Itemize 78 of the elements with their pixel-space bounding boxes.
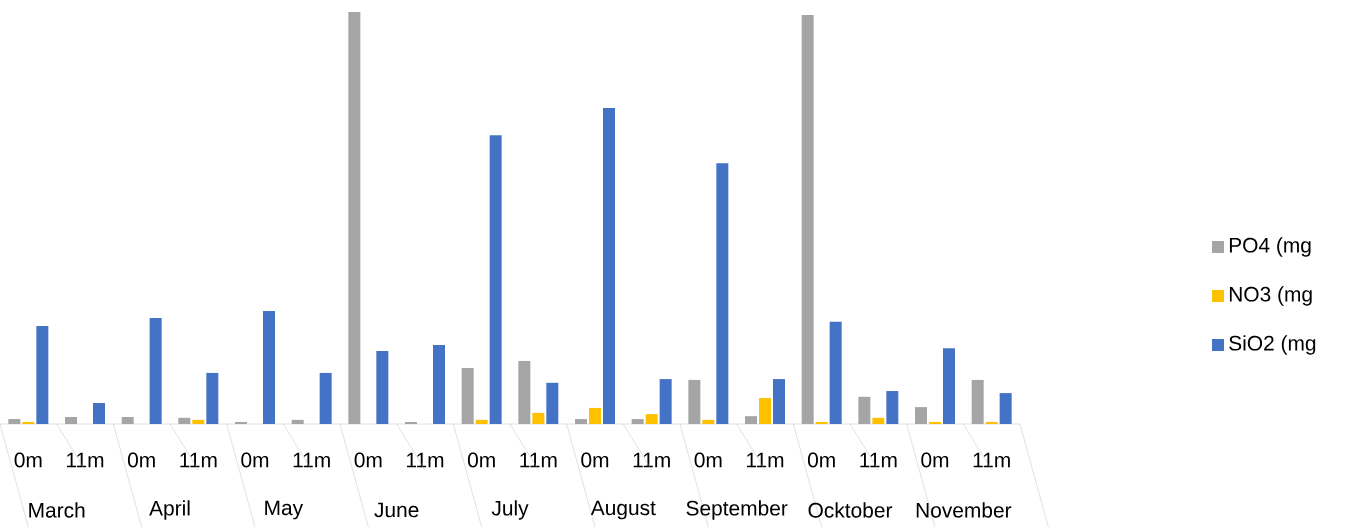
bar <box>929 421 941 424</box>
legend-label: SiO2 (mg <box>1229 335 1316 355</box>
bar <box>433 344 445 424</box>
x-tick-label: 0m <box>807 452 835 468</box>
bar <box>8 419 21 424</box>
x-tick-label: 11m <box>747 452 784 468</box>
x-tick-label: 11m <box>67 452 104 468</box>
x-tick-label: 0m <box>14 452 42 468</box>
x-tick-label: 11m <box>860 452 897 468</box>
bar <box>475 419 488 424</box>
bar <box>801 14 814 424</box>
x-tick-label: 11m <box>180 452 217 468</box>
bar <box>235 421 248 424</box>
text: March <box>29 502 85 518</box>
bar <box>489 135 502 424</box>
x-tick-label: 0m <box>354 452 382 468</box>
x-tick-label: 11m <box>973 452 1010 468</box>
text: November <box>916 502 1012 518</box>
bar <box>291 419 304 424</box>
bar <box>65 417 78 424</box>
bar <box>92 402 105 424</box>
bar <box>659 379 672 424</box>
bar <box>575 419 588 424</box>
x-tick-label: 0m <box>921 452 949 468</box>
x-tick-label: 11m <box>633 452 670 468</box>
text: May <box>265 500 304 520</box>
bar <box>985 421 998 424</box>
bar <box>815 421 828 424</box>
bar <box>518 360 531 424</box>
bar <box>688 379 701 424</box>
text: July <box>491 500 529 520</box>
text: Ocktober <box>808 502 893 518</box>
bar <box>872 417 885 424</box>
bar <box>376 351 389 424</box>
x-tick-label: 11m <box>520 452 557 468</box>
bar <box>405 421 418 424</box>
bar <box>745 416 758 424</box>
bar <box>178 417 191 424</box>
bar <box>971 379 984 424</box>
bar <box>829 321 842 424</box>
bar <box>121 417 134 424</box>
x-tick-label: 0m <box>694 452 722 468</box>
x-tick-label: 0m <box>241 452 269 468</box>
bar <box>532 412 545 424</box>
bar <box>348 12 361 424</box>
bar <box>22 421 35 424</box>
bar <box>36 325 49 424</box>
x-tick-label: 11m <box>293 452 330 468</box>
x-tick-label: 0m <box>467 452 495 468</box>
text: June <box>374 502 419 518</box>
bar <box>858 396 871 424</box>
bar <box>886 391 899 424</box>
bar <box>546 382 559 424</box>
text: August <box>590 500 656 520</box>
bar <box>589 407 601 424</box>
bar <box>999 393 1012 424</box>
bar <box>461 367 474 424</box>
bar <box>943 348 955 424</box>
bar <box>206 372 219 424</box>
bar <box>319 372 332 424</box>
bar <box>603 107 615 424</box>
bar <box>149 318 162 424</box>
bar <box>192 419 205 424</box>
bar <box>759 398 771 424</box>
x-tick-label: 11m <box>407 452 444 468</box>
bar <box>631 419 644 424</box>
legend-label: NO3 (mg <box>1229 286 1312 306</box>
text: April <box>149 500 190 520</box>
legend-label: PO4 (mg <box>1229 237 1311 257</box>
bar <box>716 163 729 424</box>
bar <box>773 379 785 424</box>
bar <box>645 414 658 424</box>
text: September <box>686 500 788 520</box>
bar <box>262 311 275 424</box>
bar <box>702 419 715 424</box>
bar <box>915 407 928 424</box>
x-tick-label: 0m <box>581 452 609 468</box>
x-tick-label: 0m <box>127 452 155 468</box>
